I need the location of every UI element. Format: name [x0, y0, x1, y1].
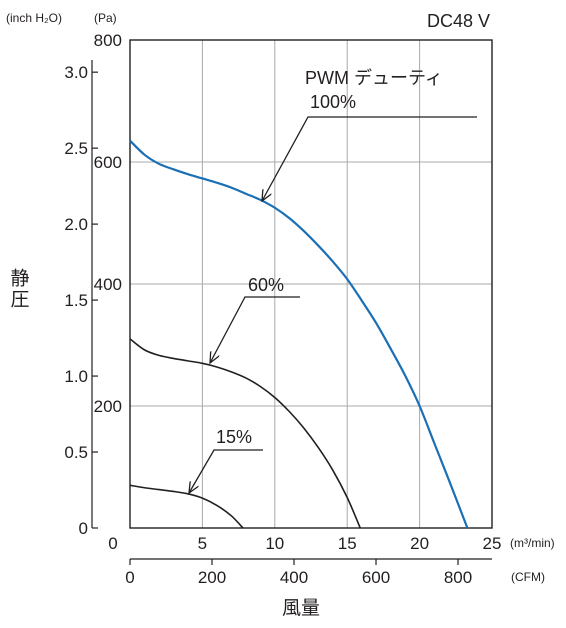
y-tick-label-inch: 3.0: [64, 63, 88, 82]
grid-layer: [130, 40, 492, 528]
series-label-15pct: 15%: [216, 427, 252, 447]
series-layer: [129, 139, 469, 529]
x-unit-m3: (m³/min): [510, 536, 555, 550]
y-tick-label-inch: 2.0: [64, 215, 88, 234]
series-label-60pct: 60%: [248, 275, 284, 295]
x-tick-label-cfm: 400: [280, 568, 308, 587]
y-tick-label-inch: 0: [79, 519, 88, 538]
series-line-100pct: [129, 139, 469, 529]
x-tick-label-cfm: 200: [198, 568, 226, 587]
x-tick-label-m3: 25: [483, 534, 502, 553]
x-unit-cfm: (CFM): [511, 570, 545, 584]
pwm-duty-label: PWM デューティ: [305, 68, 443, 88]
y-tick-label-pa: 400: [94, 275, 122, 294]
x-tick-label-m3: 10: [265, 534, 284, 553]
axes-layer: 200 400 600 800 0 0.5 1.0 1.5 2.0 2.5 3.0 0 5 10 15 20 2…: [64, 31, 501, 587]
annotation-layer: 100% 60% 15%: [189, 92, 477, 493]
x-tick-label-m3: 20: [410, 534, 429, 553]
callout-leader-60pct: [210, 296, 300, 363]
series-line-60pct: [129, 338, 361, 529]
x-tick-label-m3: 5: [198, 534, 207, 553]
y-tick-label-pa: 200: [94, 397, 122, 416]
x-tick-label-cfm: 800: [444, 568, 472, 587]
y-unit-inch: (inch H₂O): [6, 11, 62, 25]
y-axis-label: 静圧: [8, 268, 30, 310]
x-axis-label: 風量: [282, 598, 320, 619]
x-tick-label-m3: 15: [338, 534, 357, 553]
x-tick-label-cfm: 600: [362, 568, 390, 587]
series-line-15pct: [129, 484, 244, 529]
y-tick-label-inch: 1.5: [64, 291, 88, 310]
y-tick-label-pa: 800: [94, 31, 122, 50]
y-tick-label-inch: 2.5: [64, 139, 88, 158]
y-unit-pa: (Pa): [94, 11, 117, 25]
chart-title: DC48 V: [427, 11, 490, 31]
callout-leader-100pct: [262, 116, 477, 201]
plot-frame: [129, 39, 493, 529]
x-tick-label-m3: 0: [108, 534, 117, 553]
series-label-100pct: 100%: [310, 92, 356, 112]
x-tick-label-cfm: 0: [125, 568, 134, 587]
y-tick-label-inch: 0.5: [64, 443, 88, 462]
y-tick-label-inch: 1.0: [64, 367, 88, 386]
y-tick-label-pa: 600: [94, 153, 122, 172]
callout-leader-15pct: [189, 449, 263, 493]
